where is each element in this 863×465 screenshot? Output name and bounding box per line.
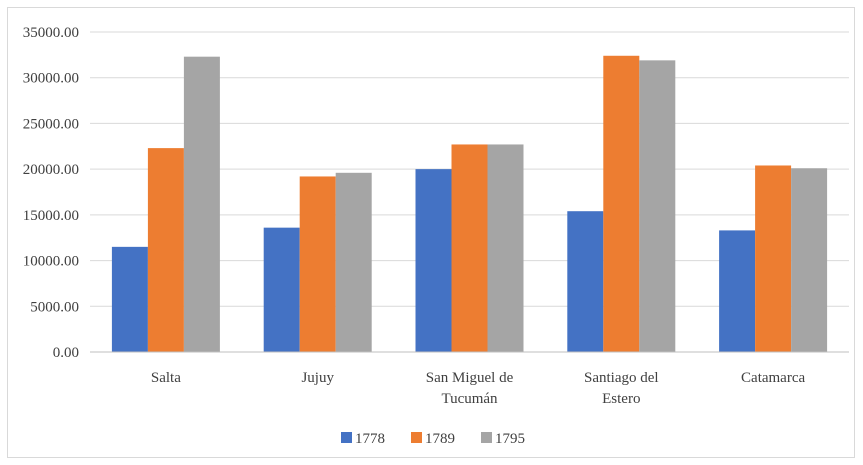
bar-1778 [719, 230, 756, 352]
bar-1795 [487, 144, 524, 352]
bar-1778 [263, 227, 300, 352]
legend-label: 1778 [355, 431, 385, 447]
bar-1795 [791, 168, 828, 352]
y-tick-label: 10000.00 [23, 254, 79, 270]
y-tick-label: 0.00 [53, 345, 79, 361]
legend: 1778 1789 1795 [341, 431, 525, 447]
legend-swatch [481, 432, 492, 443]
bar-1795 [639, 60, 676, 352]
y-axis-ticks: 0.00 5000.00 10000.00 15000.00 20000.00 25000… [23, 25, 79, 361]
y-tick-label: 35000.00 [23, 25, 79, 41]
x-category-label: San Miguel de Tucumán [426, 370, 514, 407]
x-category-label: Catamarca [741, 370, 805, 386]
bar-1789 [299, 176, 336, 352]
bars [111, 55, 828, 353]
bar-1778 [567, 211, 604, 352]
y-tick-label: 5000.00 [30, 299, 79, 315]
y-tick-label: 20000.00 [23, 162, 79, 178]
y-tick-label: 15000.00 [23, 208, 79, 224]
bar-1789 [755, 165, 792, 352]
bar-1795 [335, 172, 372, 352]
bar-1789 [451, 144, 488, 352]
legend-label: 1795 [495, 431, 525, 447]
y-tick-label: 30000.00 [23, 71, 79, 87]
x-category-label: Santiago del Estero [584, 370, 659, 407]
bar-1789 [603, 55, 640, 353]
bar-1778 [415, 169, 452, 352]
bar-1795 [183, 56, 220, 352]
bar-1789 [147, 148, 184, 352]
legend-swatch [341, 432, 352, 443]
legend-label: 1789 [425, 431, 455, 447]
x-category-label: Salta [151, 370, 181, 386]
x-category-label: Jujuy [301, 370, 334, 386]
x-axis-category-labels: Salta Jujuy San Miguel de Tucumán Santiago d… [151, 370, 806, 407]
y-tick-label: 25000.00 [23, 116, 79, 132]
bar-1778 [111, 246, 148, 352]
legend-swatch [411, 432, 422, 443]
